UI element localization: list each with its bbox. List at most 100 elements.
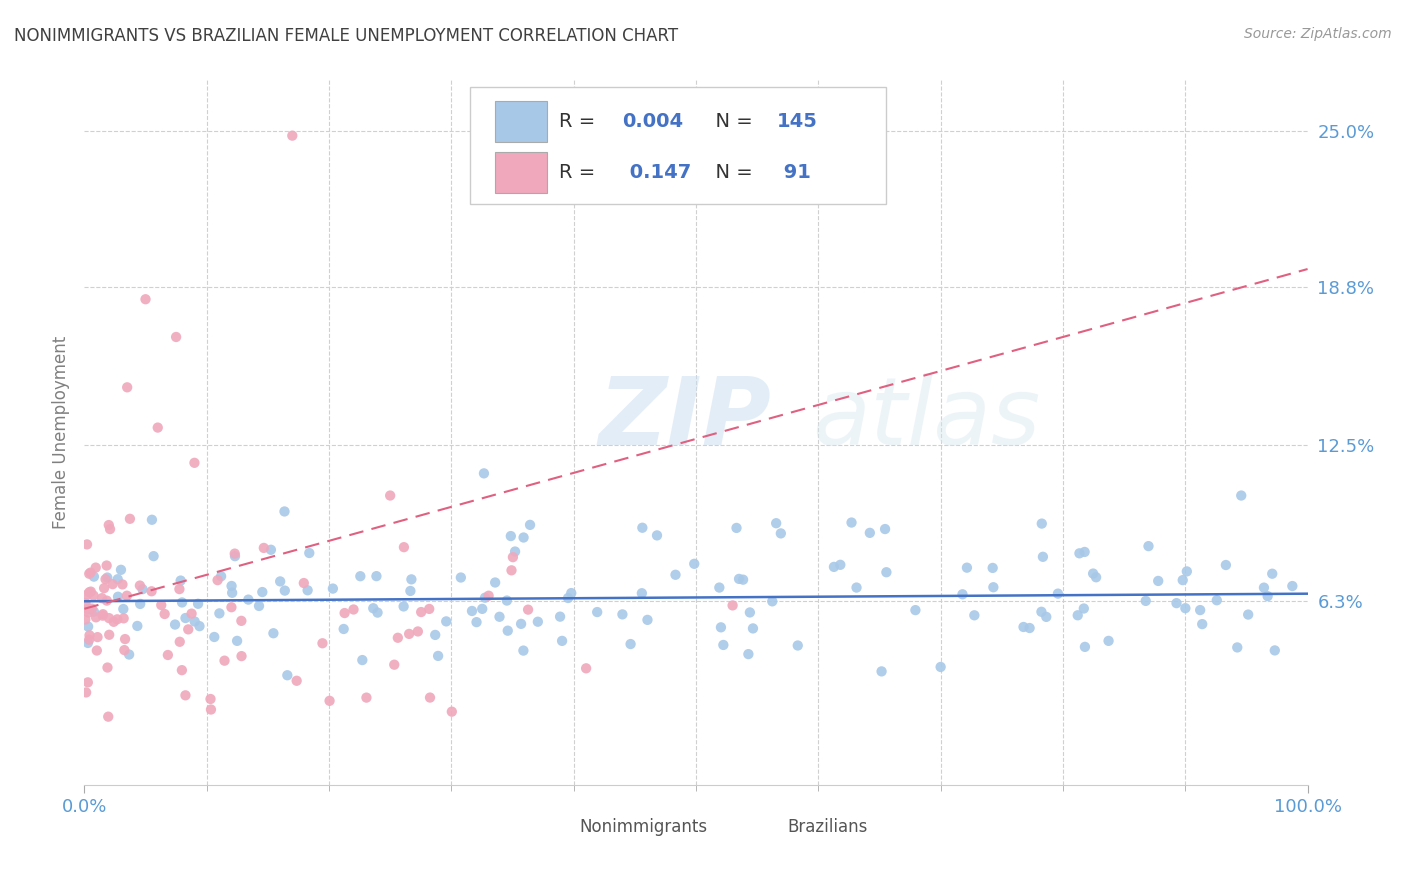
Point [77,619,100,633]
Point [142,549,165,564]
Point [1261,566,1284,581]
Point [1032,549,1054,564]
Point [156,648,179,662]
Point [91,607,114,622]
Point [1175,565,1198,579]
Point [512,643,534,657]
Point [392,599,415,614]
Point [1073,601,1095,615]
Point [98,628,121,642]
Point [1012,620,1035,634]
Point [221,579,243,593]
Point [114,632,136,646]
Point [174,689,197,703]
Point [875,566,897,580]
Point [97,709,120,723]
Point [135,292,157,306]
Point [90,591,112,606]
Point [231,614,253,628]
Point [366,569,388,583]
Point [631,586,654,600]
Point [84,610,107,624]
Point [484,575,506,590]
Point [398,627,420,641]
Point [392,540,415,554]
Point [1166,596,1188,610]
Point [177,623,200,637]
Point [141,513,163,527]
Point [765,516,787,531]
Point [510,616,533,631]
Point [79,628,101,642]
Point [434,615,457,629]
Point [1074,640,1097,654]
Point [1215,558,1237,572]
Point [904,603,927,617]
Point [738,606,761,620]
Point [209,569,232,583]
Point [557,591,579,605]
Point [380,489,402,503]
Point [823,560,845,574]
Point [86,630,108,644]
Point [165,617,187,632]
Point [200,702,222,716]
Point [450,570,472,584]
Point [725,521,748,535]
Point [75,685,97,699]
Point [786,639,808,653]
Point [129,597,152,611]
Point [96,593,118,607]
Point [260,542,283,557]
Point [1281,579,1303,593]
Point [84,560,107,574]
Point [711,638,734,652]
Point [1018,621,1040,635]
Point [387,631,409,645]
Point [474,591,496,605]
Point [202,630,225,644]
Point [183,456,205,470]
Point [1097,633,1119,648]
Point [298,546,321,560]
FancyBboxPatch shape [534,812,569,843]
Point [226,633,249,648]
Point [502,550,524,565]
Point [127,619,149,633]
Point [1237,607,1260,622]
Point [1031,516,1053,531]
FancyBboxPatch shape [495,153,547,194]
Point [981,561,1004,575]
Point [141,584,163,599]
Point [1147,574,1170,588]
Point [841,516,863,530]
Point [873,522,896,536]
Point [96,660,118,674]
Point [551,633,574,648]
Point [952,587,974,601]
Point [77,585,100,599]
Point [478,589,501,603]
Point [83,605,105,619]
Point [1171,573,1194,587]
Point [165,330,187,344]
Point [214,654,236,668]
Point [111,577,134,591]
Point [411,605,433,619]
FancyBboxPatch shape [470,87,886,203]
Point [221,586,243,600]
Point [76,675,98,690]
Point [575,661,598,675]
Point [342,602,364,616]
Point [1081,566,1104,581]
Point [93,581,115,595]
Point [586,605,609,619]
Point [174,611,197,625]
Text: Nonimmigrants: Nonimmigrants [579,818,707,836]
Text: atlas: atlas [813,373,1040,464]
Point [75,596,97,610]
Point [1226,640,1249,655]
Point [112,643,135,657]
Point [115,589,138,603]
Point [247,599,270,613]
